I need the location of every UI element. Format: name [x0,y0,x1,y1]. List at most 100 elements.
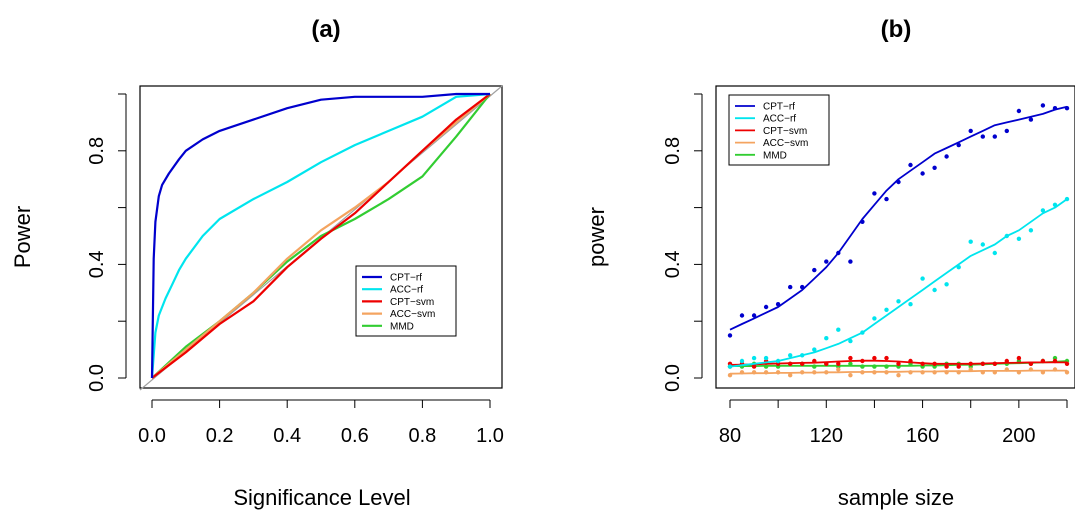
panel-a-plot-frame [139,85,503,389]
panel-b-data-point [739,370,745,375]
panel-b-data-point [896,179,901,185]
panel-b-data-point [932,370,937,375]
panel-b-data-point [860,358,865,364]
panel-b-data-point [908,302,913,307]
panel-b-data-point [872,316,877,321]
panel-b-legend-label: MMD [763,150,787,161]
panel-b-data-point [932,165,937,170]
panel-b-data-point [1052,106,1058,111]
panel-b-title: (b) [881,16,912,43]
panel-b-data-point [992,361,997,366]
panel-b-data-point [763,370,769,375]
panel-b-data-point [968,361,973,366]
panel-b-data-point [884,196,889,202]
panel-b-x-tick-label: 80 [719,425,741,447]
panel-b-data-point [980,361,985,366]
panel-b-ylabel: power [584,207,609,267]
panel-a-x-tick-label: 0.2 [206,425,234,447]
panel-b-data-point [884,355,889,361]
panel-b-data-point [980,242,985,247]
panel-b-data-point [860,330,865,335]
panel-b: (b) sample size power 80 120 160 200 0.0 0.4 0… [584,16,1075,510]
panel-b-data-point [1004,128,1009,134]
panel-b-data-point [824,370,829,375]
panel-a-xlabel: Significance Level [233,485,410,510]
panel-a-x-tick-label: 0.6 [341,425,369,447]
panel-b-data-point [788,353,793,358]
panel-a-legend-label: ACC−svm [390,309,435,320]
panel-a-legend-label: CPT−svm [390,297,434,308]
panel-a-legend-label: CPT−rf [390,273,422,284]
panel-b-data-point [992,250,997,256]
panel-b-data-point [800,370,805,375]
panel-b-data-point [884,307,889,312]
panel-b-data-point [812,364,817,369]
panel-b-data-point [836,367,841,372]
panel-b-series [727,103,1070,378]
panel-b-data-point [812,358,817,364]
panel-a-x-tick-label: 0.0 [138,425,166,447]
panel-a-series-line [151,93,491,379]
panel-b-data-point [1004,233,1009,239]
panel-b-data-point [800,361,805,366]
panel-b-data-point [1016,355,1022,361]
panel-b-data-point [896,361,901,366]
panel-b-x-tick-label: 160 [906,425,939,447]
panel-b-fitted-curve [729,369,1067,375]
panel-b-data-point [944,370,949,375]
panel-b-data-point [860,370,865,375]
panel-b-data-point [788,373,793,378]
panel-b-data-point [1040,370,1046,375]
panel-b-data-point [751,364,757,369]
panel-b-data-point [932,287,937,293]
panel-b-y-tick-label: 0.8 [662,137,684,165]
panel-a-legend-label: MMD [390,321,414,332]
panel-b-data-point [775,370,781,375]
panel-b-data-point [812,347,817,352]
panel-b-data-point [788,361,793,366]
panel-b-data-point [836,327,841,332]
panel-a-x-tick-label: 0.8 [408,425,436,447]
panel-b-x-tick-label: 200 [1002,425,1035,447]
panel-b-data-point [968,367,973,372]
panel-b-data-point [1016,370,1022,375]
panel-b-data-point [872,364,877,369]
panel-b-xlabel: sample size [838,485,954,510]
panel-b-data-point [751,370,757,375]
panel-b-data-point [1028,367,1034,372]
panel-b-data-point [1052,202,1058,207]
panel-b-data-point [920,361,925,366]
panel-b-fitted-curve [729,105,1068,331]
panel-b-data-point [775,358,781,364]
panel-b-data-point [1064,106,1070,111]
panel-b-data-point [1064,196,1070,202]
panel-b-data-point [896,373,901,378]
panel-b-data-point [944,282,949,287]
panel-b-y-tick-label: 0.0 [662,364,684,392]
panel-a-series-line [150,92,490,379]
panel-b-data-point [812,370,817,375]
panel-b-data-point [872,355,877,361]
panel-b-data-point [1064,370,1070,375]
panel-b-data-point [727,373,733,378]
panel-a-series-line [150,92,491,379]
panel-b-data-point [908,162,913,168]
panel-b-data-point [836,250,841,256]
panel-b-data-point [1052,367,1058,372]
panel-b-data-point [980,134,985,139]
panel-b-data-point [1004,367,1009,372]
panel-a-ylabel: Power [10,206,35,268]
panel-b-data-point [727,333,733,338]
panel-b-axes: 80 120 160 200 0.0 0.4 0.8 [662,93,1068,447]
panel-b-data-point [824,259,829,264]
panel-b-data-point [944,154,949,159]
panel-b-data-point [896,299,901,304]
panel-b-data-point [884,370,889,375]
panel-b-data-point [872,191,877,196]
panel-b-data-point [860,364,865,369]
panel-b-y-tick-label: 0.4 [662,250,684,278]
panel-b-data-point [968,239,973,244]
panel-b-legend-label: CPT−svm [763,126,807,137]
panel-b-data-point [992,134,997,139]
panel-b-data-point [920,276,925,281]
